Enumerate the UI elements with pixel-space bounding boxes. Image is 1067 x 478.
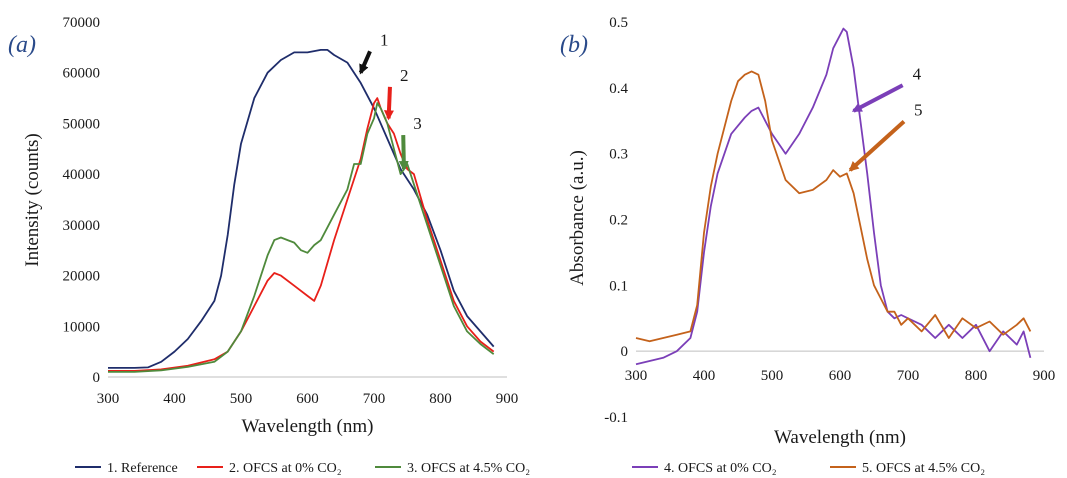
panel-b-legend: 4. OFCS at 0% CO₂ 5. OFCS at 4.5% CO₂: [632, 461, 985, 476]
legend-label: 3. OFCS at 4.5% CO₂: [407, 461, 530, 476]
panel-a-annotation-label: 2: [400, 66, 409, 85]
panel-a-y-tick-label: 10000: [63, 319, 101, 335]
panel-b-y-axis-title: Absorbance (a.u.): [567, 150, 588, 286]
panel-b-annotation-arrow: [848, 119, 906, 172]
panel-b-x-tick-label: 800: [965, 368, 988, 384]
panel-b-x-tick-label: 400: [693, 368, 716, 384]
panel-b-y-tick-label: 0.4: [609, 81, 628, 97]
panel-b-axes: -0.1 0 0.1 0.2 0.3 0.4 0.5 300 400 500 600 700 800 90…: [604, 15, 1055, 426]
panel-a-series: [108, 49, 495, 373]
panel-b-annotation-label: 4: [913, 64, 922, 83]
panel-a-label: (a): [8, 32, 36, 58]
panel-b-x-axis-title: Wavelength (nm): [774, 427, 906, 448]
panel-b-label: (b): [560, 32, 588, 58]
panel-a-y-tick-label: 40000: [63, 167, 101, 183]
panel-a-series-line-1: [108, 49, 495, 369]
panel-a-series-line-2: [108, 97, 495, 372]
panel-b-series-line-2: [635, 70, 1032, 343]
panel-b-x-tick-label: 700: [897, 368, 920, 384]
panel-b-x-tick-label: 300: [625, 368, 648, 384]
panel-b-y-tick-label: 0: [621, 344, 629, 360]
panel-a-annotation-label: 3: [413, 114, 422, 133]
panel-a-x-tick-label: 800: [429, 391, 452, 407]
panel-a-annotation-arrow: [383, 86, 394, 121]
panel-a-y-tick-label: 60000: [63, 66, 101, 82]
panel-b-x-tick-label: 900: [1033, 368, 1056, 384]
panel-a-annotation-label: 1: [380, 30, 389, 49]
panel-a-legend: 1. Reference 2. OFCS at 0% CO₂ 3. OFCS at …: [75, 461, 530, 476]
panel-b: (b) -0.1 0 0.1 0.2 0.3 0.4 0.5 300 400 500 600 700 8…: [560, 15, 1055, 448]
panel-b-annotation-arrow: [851, 83, 904, 113]
panel-a-series-line-3: [108, 102, 495, 373]
panel-a-x-tick-label: 300: [97, 391, 120, 407]
panel-b-y-tick-label: 0.5: [609, 15, 628, 31]
panel-b-y-tick-label: 0.3: [609, 147, 628, 163]
panel-b-annotation-label: 5: [914, 100, 923, 119]
panel-a-annotation-arrow: [398, 134, 409, 172]
panel-a-x-tick-label: 500: [230, 391, 253, 407]
legend-label: 4. OFCS at 0% CO₂: [664, 461, 777, 476]
panel-b-y-tick-label: 0.1: [609, 278, 628, 294]
panel-b-series: [635, 27, 1032, 366]
panel-a-x-tick-label: 600: [296, 391, 319, 407]
panel-a-y-tick-label: 70000: [63, 15, 101, 31]
panel-a-x-tick-label: 400: [163, 391, 186, 407]
panel-a-annotation-arrow: [358, 50, 372, 75]
legend-label: 2. OFCS at 0% CO₂: [229, 461, 342, 476]
panel-b-annotations: 45: [848, 64, 923, 172]
panel-b-series-line-1: [635, 27, 1032, 366]
panel-a-y-tick-label: 0: [93, 370, 101, 386]
panel-a-x-axis-title: Wavelength (nm): [242, 416, 374, 437]
panel-b-y-tick-label: -0.1: [604, 410, 628, 426]
panel-a-y-tick-label: 20000: [63, 269, 101, 285]
panel-a-y-tick-label: 50000: [63, 116, 101, 132]
panel-b-y-tick-label: 0.2: [609, 213, 628, 229]
legend-label: 1. Reference: [107, 461, 178, 476]
panel-b-x-tick-label: 600: [829, 368, 852, 384]
panel-a-axes: 0 10000 20000 30000 40000 50000 60000 70000 300 4…: [63, 15, 519, 407]
panel-a-y-axis-title: Intensity (counts): [22, 133, 43, 267]
panel-a-x-tick-label: 700: [363, 391, 386, 407]
panel-b-x-tick-label: 500: [761, 368, 784, 384]
legend-label: 5. OFCS at 4.5% CO₂: [862, 461, 985, 476]
panel-a: (a) 0 10000 20000 30000 40000 50000 60000 70000…: [8, 15, 518, 437]
panel-a-annotations: 12 3: [358, 30, 422, 172]
panel-a-x-tick-label: 900: [496, 391, 519, 407]
panel-a-y-tick-label: 30000: [63, 218, 101, 234]
